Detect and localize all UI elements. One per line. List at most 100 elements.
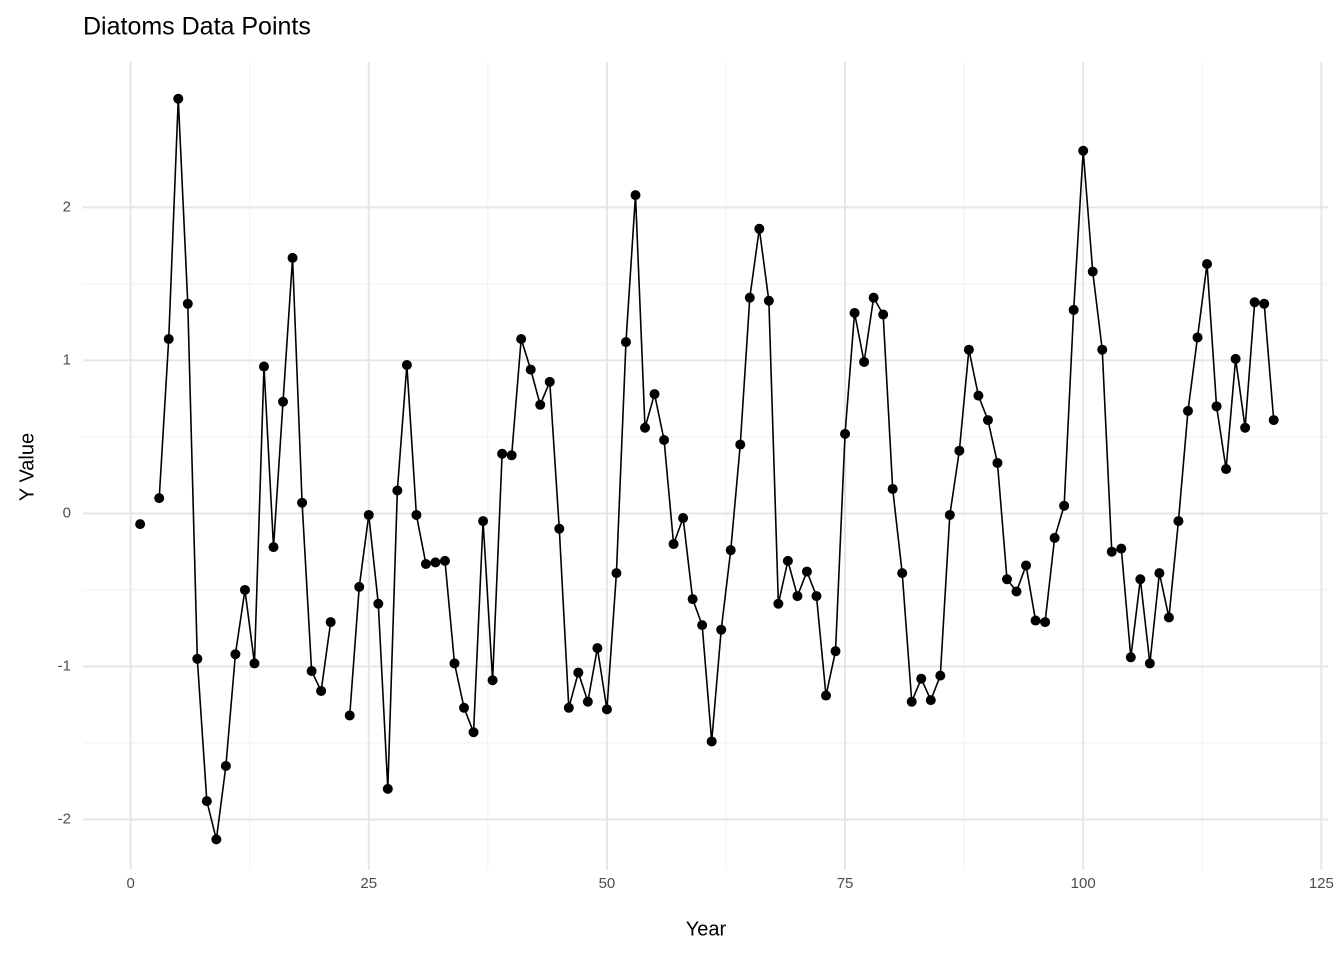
data-point — [487, 675, 498, 686]
data-point — [878, 309, 889, 320]
data-point — [1249, 297, 1260, 308]
data-point — [1202, 259, 1213, 269]
data-point — [1135, 574, 1146, 585]
data-point — [887, 483, 898, 494]
data-point — [516, 333, 527, 344]
data-point — [563, 702, 574, 713]
data-point — [735, 439, 746, 450]
data-point — [820, 690, 831, 701]
data-point — [992, 457, 1003, 468]
data-point — [830, 646, 841, 657]
data-point — [706, 736, 717, 747]
data-point — [744, 292, 755, 303]
data-point — [1230, 353, 1241, 364]
data-point — [1116, 543, 1127, 554]
data-point — [725, 545, 736, 556]
x-tick-label: 100 — [1071, 875, 1096, 892]
data-point — [258, 361, 269, 372]
data-point — [906, 696, 917, 707]
data-point — [611, 568, 622, 579]
x-axis-label: Year — [686, 918, 727, 940]
x-tick-label: 50 — [599, 875, 616, 892]
data-point — [1192, 332, 1203, 343]
data-point — [268, 542, 279, 553]
data-point — [459, 702, 470, 713]
data-point — [363, 509, 374, 520]
data-point — [249, 658, 260, 669]
y-tick-label: 2 — [63, 198, 71, 215]
data-point — [163, 333, 174, 344]
data-point — [954, 445, 965, 456]
data-point — [935, 670, 946, 681]
data-point — [411, 509, 422, 520]
y-tick-label: -2 — [58, 810, 71, 827]
data-point — [630, 190, 641, 201]
data-point — [506, 450, 517, 461]
data-point — [449, 658, 460, 669]
data-point — [525, 364, 536, 375]
data-point — [859, 356, 870, 367]
data-point — [592, 643, 603, 654]
data-point — [497, 448, 508, 459]
data-point — [373, 598, 384, 609]
data-point — [239, 584, 250, 595]
data-point — [316, 685, 327, 696]
data-point — [916, 673, 927, 684]
data-point — [220, 760, 231, 771]
data-point — [1087, 266, 1098, 277]
data-point — [697, 620, 708, 631]
data-point — [944, 509, 955, 520]
data-point — [982, 415, 993, 426]
data-point — [1068, 304, 1079, 315]
data-point — [1030, 615, 1041, 626]
data-point — [640, 422, 651, 433]
data-point — [1059, 500, 1070, 511]
data-point — [573, 667, 584, 678]
data-point — [554, 523, 565, 534]
data-point — [287, 252, 298, 263]
data-point — [1106, 546, 1117, 557]
data-point — [1021, 560, 1032, 571]
data-point — [649, 389, 660, 400]
chart-title: Diatoms Data Points — [83, 13, 311, 41]
x-tick-label: 125 — [1309, 875, 1334, 892]
data-point — [1268, 415, 1279, 426]
data-point — [135, 519, 146, 530]
y-tick-label: -1 — [58, 657, 71, 674]
data-point — [468, 727, 479, 738]
data-point — [668, 539, 679, 550]
data-point — [659, 434, 670, 445]
data-point — [1182, 405, 1193, 416]
data-point — [601, 704, 612, 715]
data-point — [1125, 652, 1136, 663]
data-point — [811, 591, 822, 602]
data-point — [230, 649, 241, 660]
data-point — [182, 298, 193, 309]
data-point — [716, 624, 727, 635]
data-point — [687, 594, 698, 605]
data-point — [478, 516, 489, 527]
data-point — [1173, 516, 1184, 527]
data-point — [201, 796, 212, 807]
data-point — [344, 710, 355, 721]
data-point — [1049, 532, 1060, 543]
data-point — [773, 598, 784, 609]
data-point — [211, 834, 222, 845]
data-point — [325, 617, 336, 628]
data-point — [1144, 658, 1155, 669]
data-point — [1163, 612, 1174, 623]
data-point — [1154, 568, 1165, 579]
data-point — [868, 292, 879, 303]
data-point — [1211, 401, 1222, 412]
data-point — [754, 223, 765, 234]
data-point — [1240, 422, 1251, 433]
data-point — [278, 396, 289, 407]
data-point — [354, 581, 365, 592]
x-tick-label: 25 — [360, 875, 377, 892]
y-tick-label: 0 — [63, 504, 71, 521]
data-point — [192, 653, 203, 664]
data-point — [1011, 586, 1022, 597]
data-point — [782, 555, 793, 566]
data-point — [925, 695, 936, 706]
